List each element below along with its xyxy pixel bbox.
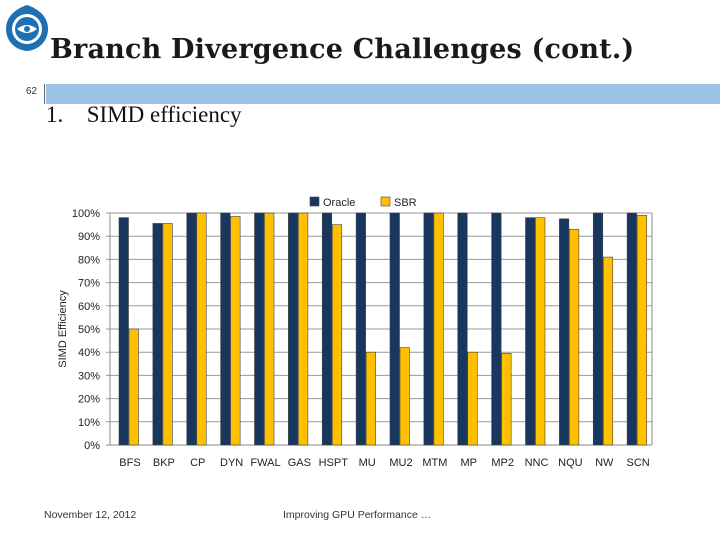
x-tick-label: BKP	[153, 457, 175, 469]
bar-oracle	[592, 212, 604, 446]
x-tick-label: BFS	[119, 457, 140, 469]
x-tick-label: FWAL	[250, 457, 280, 469]
bar-sbr	[433, 212, 444, 446]
y-tick-label: 20%	[78, 394, 100, 406]
bar-sbr	[636, 215, 647, 446]
bar-oracle	[559, 218, 570, 446]
legend-label-oracle: Oracle	[323, 197, 355, 209]
y-tick-label: 80%	[78, 254, 100, 266]
x-tick-labels: BFS BKP CP DYN FWAL GAS HSPT MU MU2 MTM MP MP2 NNC NQ…	[119, 457, 649, 469]
bar-oracle	[321, 212, 333, 446]
bullet-marker: 1.	[46, 102, 64, 127]
x-tick-label: NW	[595, 457, 614, 469]
bar-oracle	[186, 212, 197, 446]
bar-sbr	[399, 347, 410, 446]
university-logo	[6, 5, 48, 51]
bar-sbr	[264, 212, 275, 446]
bar-sbr	[535, 217, 546, 446]
header-bar	[46, 84, 720, 104]
slide-title: Branch Divergence Challenges (cont.)	[50, 34, 635, 65]
bar-sbr	[569, 228, 580, 446]
y-tick-label: 100%	[72, 208, 100, 220]
y-tick-label: 50%	[78, 324, 100, 336]
bar-sbr	[230, 216, 241, 446]
y-tick-label: 70%	[78, 278, 100, 290]
slide-number-divider	[44, 84, 45, 104]
bar-oracle	[220, 212, 231, 446]
bar-sbr	[196, 212, 207, 446]
x-tick-label: SCN	[627, 457, 650, 469]
legend-label-sbr: SBR	[394, 197, 417, 209]
bar-oracle	[355, 212, 366, 446]
bullet-item: 1. SIMD efficiency	[46, 102, 242, 128]
x-tick-label: MP2	[491, 457, 514, 469]
x-tick-label: GAS	[288, 457, 311, 469]
y-tick-labels: 0% 10% 20% 30% 40% 50% 60% 70% 80% 90% 100%	[72, 208, 100, 452]
x-tick-label: MTM	[422, 457, 447, 469]
x-tick-label: MU2	[389, 457, 412, 469]
x-tick-label: NNC	[525, 457, 549, 469]
y-tick-label: 40%	[78, 347, 100, 359]
bar-sbr	[501, 353, 512, 446]
x-tick-label: DYN	[220, 457, 243, 469]
x-tick-label: HSPT	[319, 457, 349, 469]
bar-oracle	[423, 212, 434, 446]
bar-sbr	[128, 328, 139, 446]
bar-sbr	[602, 256, 614, 446]
bar-sbr	[467, 351, 478, 446]
bar-oracle	[152, 223, 163, 446]
legend: Oracle SBR	[309, 196, 417, 209]
bar-oracle	[457, 212, 468, 446]
y-tick-label: 90%	[78, 231, 100, 243]
footer-date: November 12, 2012	[44, 509, 137, 521]
bar-oracle	[491, 212, 502, 446]
x-tick-label: CP	[190, 457, 205, 469]
bar-oracle	[254, 212, 265, 446]
bar-oracle	[288, 212, 299, 446]
bar-oracle	[626, 212, 637, 446]
bar-sbr	[162, 223, 173, 446]
footer-title: Improving GPU Performance …	[283, 509, 432, 521]
legend-swatch-sbr	[380, 196, 391, 207]
y-axis-label: SIMD Efficiency	[57, 290, 69, 368]
y-tick-label: 30%	[78, 370, 100, 382]
bar-oracle	[389, 212, 400, 446]
slide-number: 62	[26, 86, 38, 97]
y-tick-label: 10%	[78, 417, 100, 429]
bar-oracle	[525, 217, 536, 446]
x-tick-label: MP	[461, 457, 478, 469]
legend-swatch-oracle	[309, 196, 320, 207]
x-tick-label: NQU	[558, 457, 583, 469]
y-tick-label: 0%	[84, 440, 100, 452]
bar-sbr	[298, 212, 309, 446]
bar-sbr	[331, 224, 343, 446]
bar-sbr	[365, 351, 376, 446]
x-tick-label: MU	[359, 457, 376, 469]
bars	[118, 212, 647, 446]
bullet-text: SIMD efficiency	[86, 102, 242, 127]
y-tick-label: 60%	[78, 301, 100, 313]
bar-oracle	[118, 217, 129, 446]
